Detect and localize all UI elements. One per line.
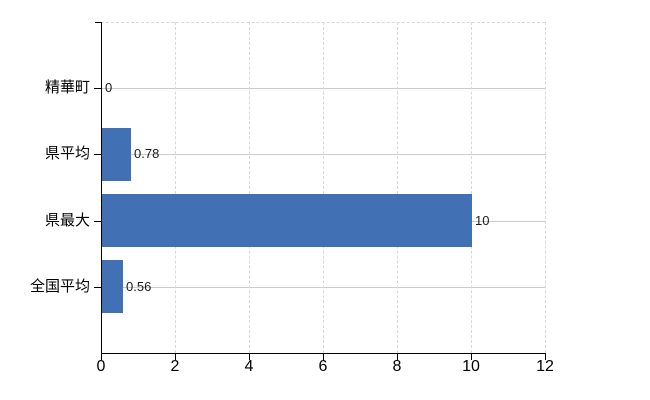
x-tick <box>397 354 398 360</box>
x-tick <box>175 354 176 360</box>
bar <box>102 128 131 181</box>
x-tick-label: 12 <box>536 358 554 375</box>
y-tick <box>94 88 101 89</box>
x-tick-label: 4 <box>244 358 254 375</box>
x-tick <box>545 354 546 360</box>
v-gridline <box>545 22 546 353</box>
h-gridline <box>102 88 546 89</box>
category-label: 県最大 <box>44 212 90 229</box>
y-tick <box>94 221 101 222</box>
x-tick-label: 6 <box>318 358 328 375</box>
bar <box>102 194 472 247</box>
v-gridline <box>175 22 176 353</box>
x-tick <box>323 354 324 360</box>
y-axis-line <box>101 22 102 354</box>
value-label: 0.56 <box>126 279 152 294</box>
h-gridline <box>102 287 546 288</box>
v-gridline <box>249 22 250 353</box>
value-label: 0.78 <box>134 146 160 161</box>
x-tick-label: 0 <box>96 358 106 375</box>
x-tick <box>249 354 250 360</box>
x-tick-label: 2 <box>170 358 180 375</box>
value-label: 10 <box>475 213 490 228</box>
category-label: 全国平均 <box>29 278 90 295</box>
x-tick <box>471 354 472 360</box>
value-label: 0 <box>105 80 113 95</box>
x-axis-line <box>101 353 546 354</box>
x-tick-label: 10 <box>462 358 480 375</box>
v-gridline <box>323 22 324 353</box>
bar <box>102 260 123 313</box>
x-tick-label: 8 <box>392 358 402 375</box>
y-axis-top-tick <box>95 22 102 23</box>
x-tick <box>101 354 102 360</box>
plot-top-border <box>101 22 545 23</box>
category-label: 精華町 <box>44 79 90 96</box>
y-tick <box>94 154 101 155</box>
v-gridline <box>471 22 472 353</box>
category-label: 県平均 <box>44 145 90 162</box>
h-gridline <box>102 154 546 155</box>
y-tick <box>94 287 101 288</box>
v-gridline <box>397 22 398 353</box>
